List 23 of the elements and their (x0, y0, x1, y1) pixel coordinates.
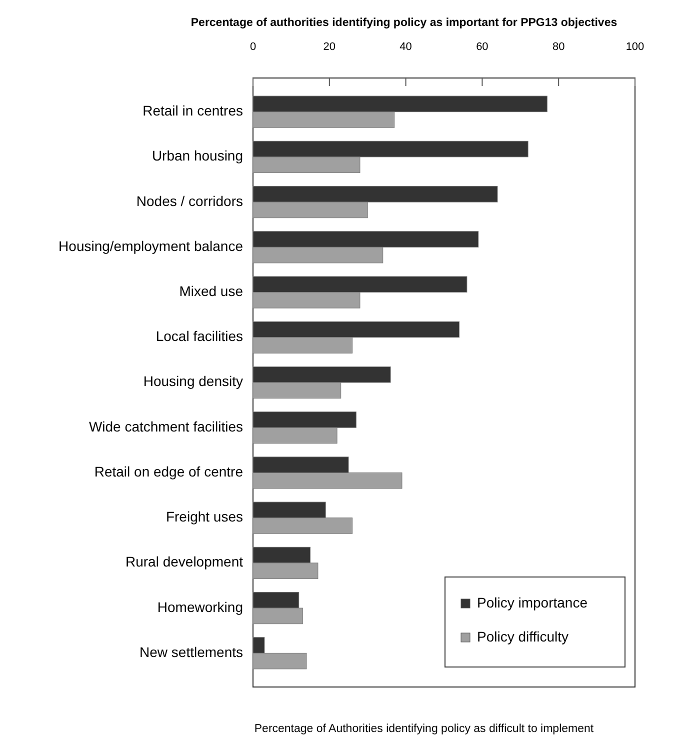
legend-label: Policy difficulty (477, 628, 569, 645)
y-tick-label: Rural development (125, 554, 244, 570)
y-tick-label: Mixed use (179, 282, 244, 299)
x-tick-label: 20 (323, 41, 336, 53)
y-tick-label: Housing density (143, 373, 243, 390)
chart-title: Percentage of authorities identifying policy as important for PPG13 objectives (190, 17, 618, 29)
y-tick-label: Homeworking (157, 598, 243, 615)
y-tick-label: Retail on edge of centre (94, 463, 244, 480)
x-axis-title: Percentage of Authorities identifying policy as difficult to implement (254, 723, 594, 735)
y-tick-label: Housing/employment balance (58, 238, 244, 254)
y-tick-label: Freight uses (166, 508, 243, 525)
y-tick-label: Nodes / corridors (136, 192, 243, 209)
y-tick-label: Local facilities (156, 328, 243, 344)
y-tick-label: Urban housing (152, 148, 243, 164)
y-tick-label: New settlements (140, 644, 243, 660)
legend-label: Policy importance (477, 594, 588, 611)
y-tick-label: Wide catchment facilities (88, 418, 243, 434)
y-tick-label: Retail in centres (142, 102, 243, 119)
x-tick-label: 0 (250, 41, 256, 53)
x-tick-label: 100 (626, 41, 644, 53)
x-tick-label: 80 (552, 41, 565, 53)
x-tick-label: 60 (476, 41, 488, 53)
x-tick-label: 40 (400, 41, 412, 53)
